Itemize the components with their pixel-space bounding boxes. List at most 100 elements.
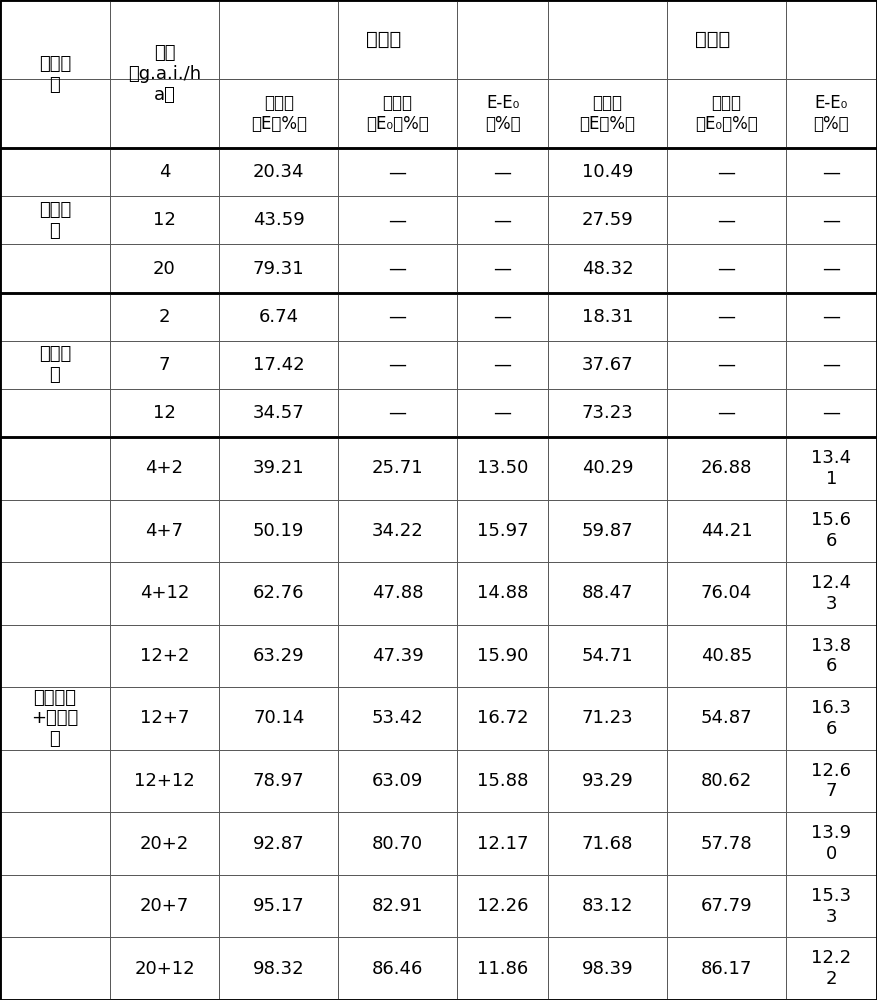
Text: 15.6
6: 15.6 6: [811, 511, 852, 550]
Text: 59.87: 59.87: [581, 522, 633, 540]
Text: 80.62: 80.62: [701, 772, 752, 790]
Text: —: —: [389, 260, 407, 278]
Text: 12+12: 12+12: [134, 772, 195, 790]
Text: 16.3
6: 16.3 6: [811, 699, 852, 738]
Text: 20+7: 20+7: [139, 897, 189, 915]
Text: 34.57: 34.57: [253, 404, 304, 422]
Text: 13.9
0: 13.9 0: [811, 824, 852, 863]
Text: —: —: [494, 356, 511, 374]
Text: —: —: [494, 308, 511, 326]
Text: 70.14: 70.14: [253, 709, 304, 727]
Text: —: —: [823, 404, 840, 422]
Text: 34.22: 34.22: [372, 522, 424, 540]
Text: —: —: [717, 308, 736, 326]
Text: 40.29: 40.29: [581, 459, 633, 477]
Text: 39.21: 39.21: [253, 459, 304, 477]
Text: 12+7: 12+7: [139, 709, 189, 727]
Text: 47.39: 47.39: [372, 647, 424, 665]
Text: 氟唇磺
隆: 氟唇磺 隆: [39, 201, 71, 240]
Text: —: —: [389, 211, 407, 229]
Text: 实测防
效E（%）: 实测防 效E（%）: [251, 94, 307, 133]
Text: 40.85: 40.85: [701, 647, 752, 665]
Text: —: —: [717, 163, 736, 181]
Text: —: —: [823, 211, 840, 229]
Text: 理论防
效E₀（%）: 理论防 效E₀（%）: [695, 94, 758, 133]
Text: 62.76: 62.76: [253, 584, 304, 602]
Text: 13.4
1: 13.4 1: [811, 449, 852, 488]
Text: —: —: [823, 163, 840, 181]
Text: 27.59: 27.59: [581, 211, 633, 229]
Text: 4+12: 4+12: [139, 584, 189, 602]
Text: —: —: [389, 404, 407, 422]
Text: 13.50: 13.50: [477, 459, 528, 477]
Text: 猪殃殃: 猪殃殃: [695, 30, 731, 49]
Text: 11.86: 11.86: [477, 960, 528, 978]
Text: 剂量
（g.a.i./h
a）: 剂量 （g.a.i./h a）: [128, 44, 201, 104]
Text: —: —: [389, 163, 407, 181]
Text: 14.88: 14.88: [477, 584, 528, 602]
Text: 54.71: 54.71: [581, 647, 633, 665]
Text: 13.8
6: 13.8 6: [811, 637, 852, 675]
Text: —: —: [717, 404, 736, 422]
Text: 15.3
3: 15.3 3: [811, 887, 852, 926]
Text: —: —: [494, 211, 511, 229]
Text: —: —: [389, 356, 407, 374]
Text: 药剂名
称: 药剂名 称: [39, 55, 71, 94]
Text: 63.09: 63.09: [372, 772, 424, 790]
Text: 82.91: 82.91: [372, 897, 424, 915]
Text: 2: 2: [159, 308, 170, 326]
Text: —: —: [823, 260, 840, 278]
Text: 63.29: 63.29: [253, 647, 304, 665]
Text: 15.88: 15.88: [477, 772, 528, 790]
Text: E-E₀
（%）: E-E₀ （%）: [814, 94, 849, 133]
Text: 71.68: 71.68: [582, 835, 633, 853]
Text: 15.97: 15.97: [477, 522, 529, 540]
Text: 野燕麦: 野燕麦: [366, 30, 402, 49]
Text: 16.72: 16.72: [477, 709, 528, 727]
Text: 92.87: 92.87: [253, 835, 304, 853]
Text: —: —: [717, 211, 736, 229]
Text: 单嘧磺
酯: 单嘧磺 酯: [39, 345, 71, 384]
Text: 18.31: 18.31: [582, 308, 633, 326]
Text: 4+2: 4+2: [146, 459, 183, 477]
Text: —: —: [717, 260, 736, 278]
Text: 10.49: 10.49: [582, 163, 633, 181]
Text: —: —: [494, 260, 511, 278]
Text: 48.32: 48.32: [581, 260, 633, 278]
Text: 6.74: 6.74: [259, 308, 299, 326]
Text: 54.87: 54.87: [701, 709, 752, 727]
Text: 79.31: 79.31: [253, 260, 304, 278]
Text: 12.2
2: 12.2 2: [811, 949, 852, 988]
Text: 理论防
效E₀（%）: 理论防 效E₀（%）: [367, 94, 429, 133]
Text: 67.79: 67.79: [701, 897, 752, 915]
Text: —: —: [823, 356, 840, 374]
Text: 20: 20: [153, 260, 175, 278]
Text: 43.59: 43.59: [253, 211, 304, 229]
Text: —: —: [389, 308, 407, 326]
Text: 20+12: 20+12: [134, 960, 195, 978]
Text: 78.97: 78.97: [253, 772, 304, 790]
Text: 20+2: 20+2: [139, 835, 189, 853]
Text: 氟唇磺隆
+单嘧磺
酯: 氟唇磺隆 +单嘧磺 酯: [32, 689, 78, 748]
Text: E-E₀
（%）: E-E₀ （%）: [485, 94, 520, 133]
Text: 93.29: 93.29: [581, 772, 633, 790]
Text: 44.21: 44.21: [701, 522, 752, 540]
Text: 98.32: 98.32: [253, 960, 304, 978]
Text: 50.19: 50.19: [253, 522, 304, 540]
Text: 12: 12: [153, 404, 176, 422]
Text: 4: 4: [159, 163, 170, 181]
Text: 73.23: 73.23: [581, 404, 633, 422]
Text: —: —: [494, 163, 511, 181]
Text: 12: 12: [153, 211, 176, 229]
Text: 37.67: 37.67: [581, 356, 633, 374]
Text: 80.70: 80.70: [372, 835, 424, 853]
Text: 12.26: 12.26: [477, 897, 528, 915]
Text: 25.71: 25.71: [372, 459, 424, 477]
Text: 26.88: 26.88: [701, 459, 752, 477]
Text: 17.42: 17.42: [253, 356, 304, 374]
Text: 76.04: 76.04: [701, 584, 752, 602]
Text: 4+7: 4+7: [146, 522, 183, 540]
Text: —: —: [717, 356, 736, 374]
Text: 98.39: 98.39: [581, 960, 633, 978]
Text: 47.88: 47.88: [372, 584, 424, 602]
